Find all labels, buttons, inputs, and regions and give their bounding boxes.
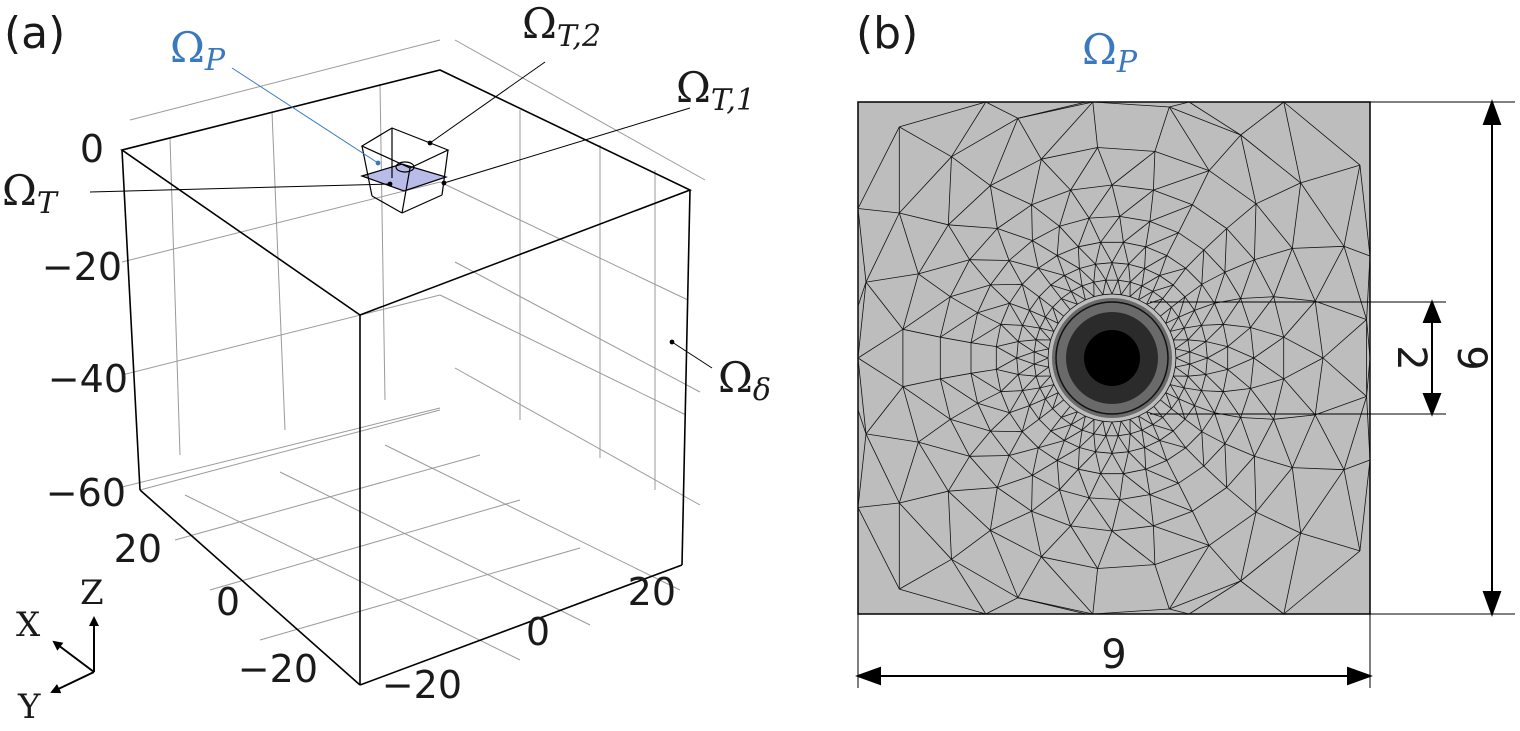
- panel-b-label: (b): [856, 8, 918, 59]
- x-axis-ticks: −20 0 20: [382, 570, 676, 707]
- dim-height-label: 9: [1448, 345, 1494, 370]
- panel-a-gridlines: [121, 39, 706, 661]
- panel-b-title: ΩP: [1082, 25, 1138, 80]
- leader-lines: [89, 61, 713, 369]
- y-tick-2: −20: [238, 647, 318, 691]
- triad-y-label: Y: [17, 687, 41, 727]
- x-tick-2: 20: [628, 570, 676, 614]
- y-tick-0: 20: [114, 527, 162, 571]
- axis-triad: [50, 616, 99, 694]
- z-tick-2: −40: [48, 357, 128, 401]
- y-tick-1: 0: [216, 580, 240, 624]
- dimension-arrows: [855, 99, 1502, 686]
- label-omega-delta: Ωδ: [718, 353, 771, 408]
- dim-width-label: 9: [1101, 632, 1126, 678]
- leader-dots: [375, 140, 675, 345]
- inner-box: [360, 127, 450, 214]
- z-tick-3: −60: [46, 471, 126, 515]
- dimension-lines: [857, 101, 1515, 688]
- z-tick-1: −20: [42, 245, 122, 289]
- z-tick-0: 0: [80, 127, 104, 171]
- z-axis-ticks: 0 −20 −40 −60: [42, 127, 128, 515]
- label-omega-t2: ΩT,2: [522, 0, 601, 54]
- label-omega-t: ΩT: [2, 166, 59, 221]
- label-omega-t1: ΩT,1: [676, 63, 755, 118]
- panel-a-label: (a): [4, 8, 65, 59]
- triad-x-label: X: [16, 605, 41, 645]
- thin-layer: [360, 163, 449, 192]
- x-tick-1: 0: [526, 610, 550, 654]
- label-omega-p: ΩP: [170, 23, 226, 78]
- panel-a-box: [120, 69, 693, 686]
- panel-b: (b) ΩP: [855, 8, 1515, 688]
- mesh-lines: [857, 101, 1371, 615]
- x-tick-0: −20: [382, 663, 462, 707]
- mesh-dense-core: [1052, 298, 1172, 418]
- triad-z-label: Z: [80, 573, 104, 613]
- y-axis-ticks: 20 0 −20: [114, 527, 318, 691]
- dim-hole-label: 2: [1388, 345, 1434, 370]
- panel-a: (a): [2, 0, 771, 727]
